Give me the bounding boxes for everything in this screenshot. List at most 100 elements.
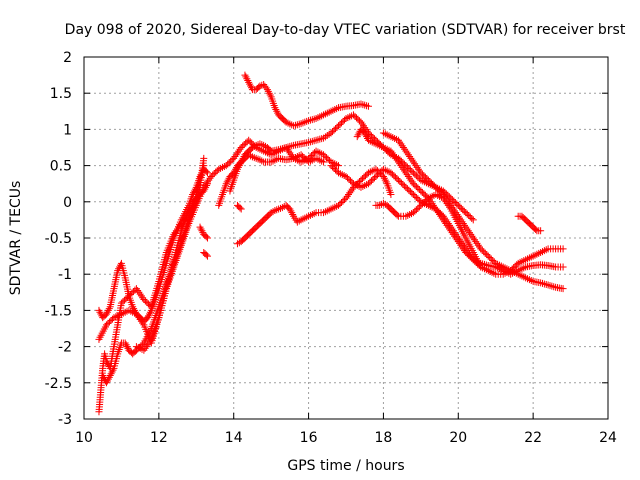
data-point (327, 162, 335, 170)
data-point (436, 188, 444, 196)
data-point (401, 167, 409, 175)
data-point (480, 248, 488, 256)
data-point (417, 187, 425, 195)
data-point (190, 198, 198, 206)
data-point (414, 165, 422, 173)
data-point (209, 171, 217, 179)
data-point (286, 149, 294, 157)
data-point (417, 169, 425, 177)
data-point (143, 298, 151, 306)
data-point (310, 137, 318, 145)
data-point (363, 133, 371, 141)
data-point (418, 170, 426, 178)
data-point (465, 251, 473, 259)
data-point (135, 288, 143, 296)
data-point (222, 162, 230, 170)
data-point (403, 149, 411, 157)
data-point (459, 206, 467, 214)
data-point (362, 131, 370, 139)
data-point (451, 232, 459, 240)
data-point (414, 204, 422, 212)
data-point (397, 179, 405, 187)
series-arc-13 (327, 162, 567, 278)
data-point (404, 172, 412, 180)
data-point (559, 285, 567, 293)
data-point (323, 154, 331, 162)
data-point (225, 159, 233, 167)
y-tick-label: -1 (58, 267, 72, 283)
y-tick-label: -2.5 (45, 376, 72, 392)
data-point (237, 205, 245, 213)
data-point (402, 147, 410, 155)
data-point (128, 289, 136, 297)
data-point (314, 136, 322, 144)
data-point (559, 263, 567, 271)
data-point (441, 218, 449, 226)
data-point (559, 245, 567, 253)
data-point (136, 315, 144, 323)
data-point (339, 117, 347, 125)
x-tick-label: 24 (599, 430, 617, 446)
data-point (119, 298, 127, 306)
data-point (134, 286, 142, 294)
data-point (198, 227, 206, 235)
data-point (202, 168, 210, 176)
data-point (382, 178, 390, 186)
data-point (429, 201, 437, 209)
x-tick-label: 12 (150, 430, 168, 446)
data-point (392, 154, 400, 162)
data-point (288, 209, 296, 217)
data-point (369, 133, 377, 141)
data-point (361, 182, 369, 190)
data-point (398, 142, 406, 150)
data-point (361, 172, 369, 180)
data-point (409, 169, 417, 177)
series-arc-1 (95, 154, 208, 416)
data-point (458, 218, 466, 226)
data-point (241, 71, 249, 79)
data-point (200, 154, 208, 162)
data-point (448, 229, 456, 237)
data-point (142, 343, 150, 351)
data-point (409, 191, 417, 199)
data-point (467, 230, 475, 238)
data-point (399, 180, 407, 188)
data-point (388, 149, 396, 157)
data-point (109, 366, 117, 374)
data-point (302, 155, 310, 163)
data-point (320, 158, 328, 166)
data-point (469, 234, 477, 242)
data-point (289, 210, 297, 218)
data-point (550, 283, 558, 291)
data-point (271, 156, 279, 164)
data-point (387, 169, 395, 177)
data-point (339, 197, 347, 205)
data-point (146, 337, 154, 345)
data-point (345, 175, 353, 183)
data-point (463, 225, 471, 233)
data-point (329, 128, 337, 136)
data-point (454, 238, 462, 246)
data-point (427, 198, 435, 206)
data-point (238, 156, 246, 164)
data-point (446, 225, 454, 233)
data-point (447, 227, 455, 235)
data-point (405, 164, 413, 172)
data-point (121, 339, 129, 347)
data-point (403, 171, 411, 179)
data-point (447, 201, 455, 209)
data-point (393, 211, 401, 219)
data-point (408, 167, 416, 175)
data-point (146, 310, 153, 318)
y-tick-label: 0 (63, 195, 72, 211)
data-point (411, 170, 419, 178)
series-arc-12 (241, 71, 372, 130)
data-point (358, 120, 366, 128)
data-point (427, 179, 435, 187)
data-point (351, 112, 359, 120)
series-arc-16 (379, 129, 567, 293)
data-point (300, 154, 308, 162)
data-point (454, 212, 462, 220)
data-point (218, 163, 226, 171)
